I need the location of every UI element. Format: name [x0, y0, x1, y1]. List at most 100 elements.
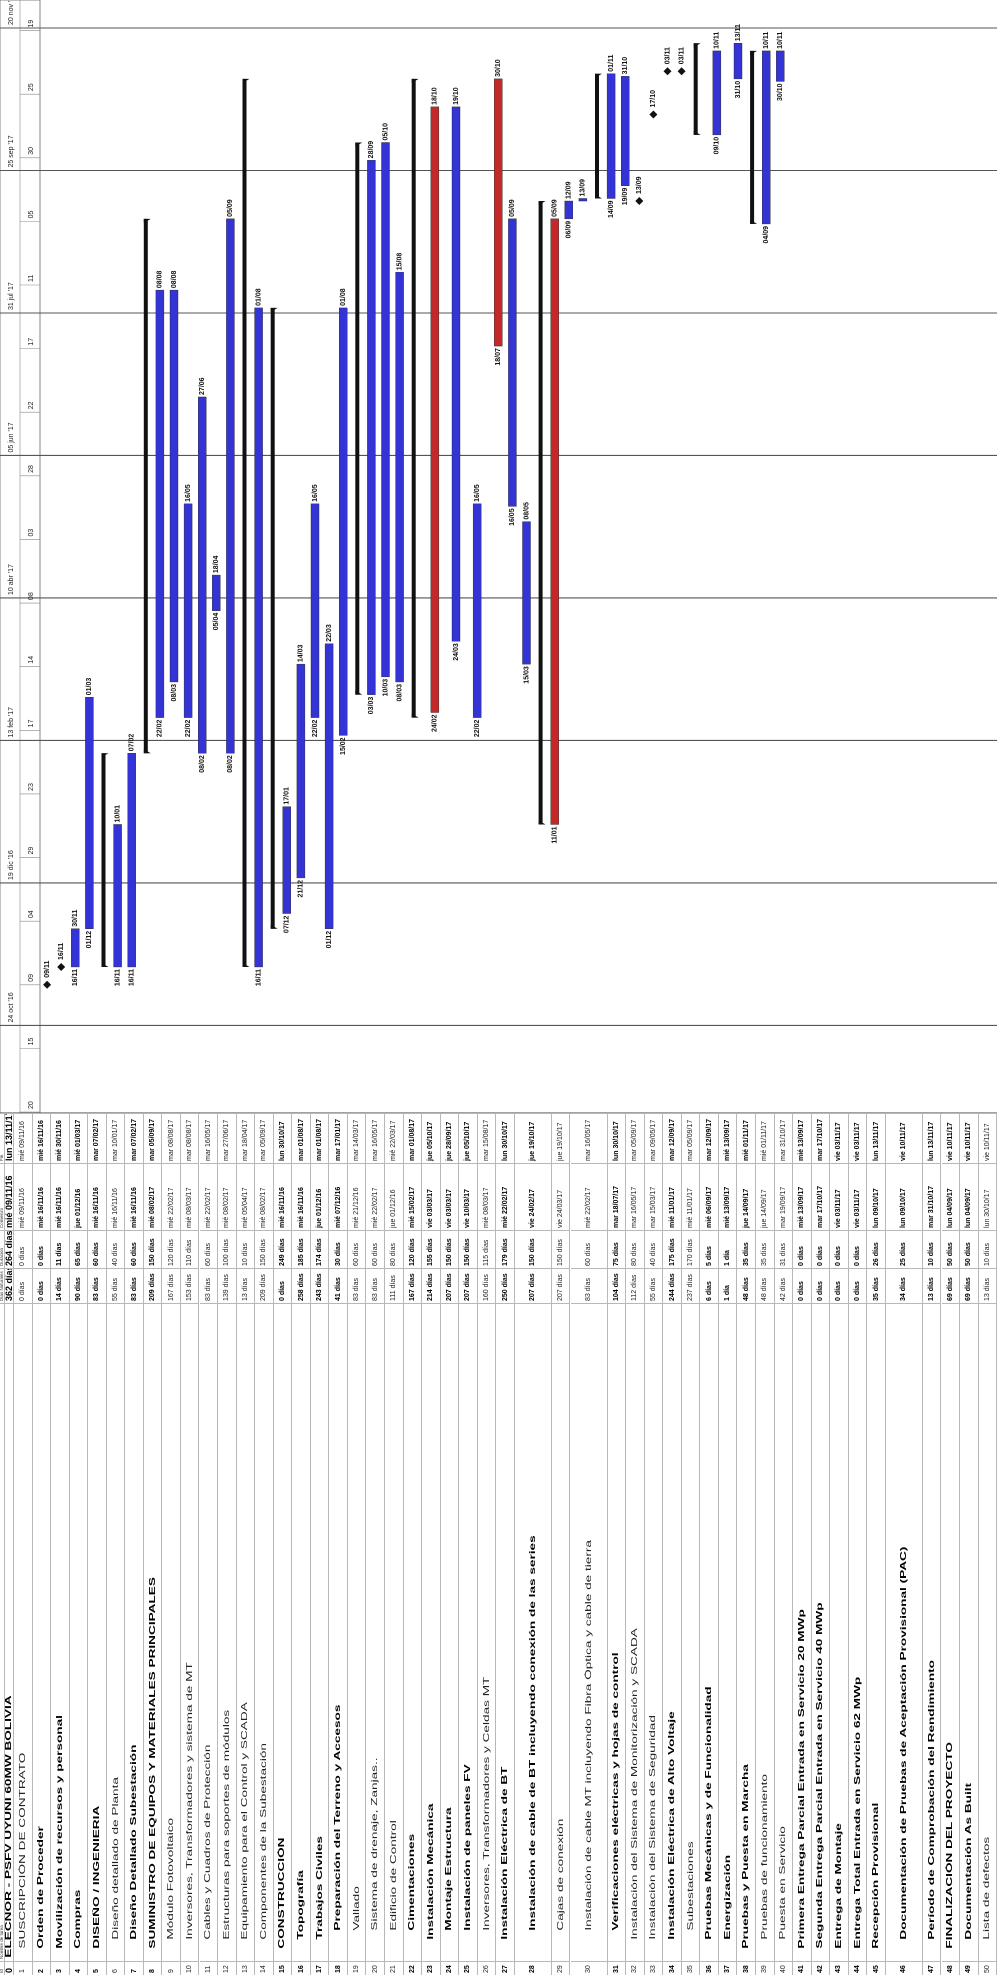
task-dias: 0 días [278, 1281, 286, 1301]
task-id: 8 [149, 1969, 157, 1973]
summary-cap [693, 43, 701, 48]
task-name: Cables y Cuadros de Protección [203, 1744, 213, 1940]
task-comienzo: jue 01/12/16 [74, 1188, 82, 1228]
task-duracion-cell: 35 días [756, 1230, 775, 1268]
task-name-cell: Subestaciones [681, 1303, 701, 1961]
task-fin: mié 09/11/16 [19, 1121, 27, 1161]
task-id: 11 [204, 1965, 212, 1973]
task-duracion-cell: 150 días [551, 1230, 571, 1268]
bar-start-label: 16/05 [509, 508, 516, 526]
task-duracion: 185 días [297, 1238, 305, 1266]
task-fin-cell: mar 05/09/17 [255, 1113, 274, 1163]
task-dias-cell: 104 días [607, 1268, 627, 1303]
task-comienzo: mié 15/02/17 [408, 1186, 416, 1228]
task-id: 4 [74, 1969, 82, 1973]
task-duracion-cell: 0 días [830, 1230, 849, 1268]
summary-cap [411, 713, 419, 718]
summary-bar [242, 78, 247, 967]
task-duracion-cell: 174 días [310, 1230, 330, 1268]
task-dias-cell: 207 días [440, 1268, 460, 1303]
task-id: 47 [928, 1965, 936, 1973]
task-comienzo: jue 14/09/17 [761, 1189, 769, 1228]
task-fin: mar 12/09/17 [668, 1118, 676, 1161]
task-dias-cell: 13 días [922, 1268, 942, 1303]
task-fin-cell: mar 16/05/17 [366, 1113, 385, 1163]
task-bar [183, 503, 193, 718]
task-dias-cell: 153 días [180, 1268, 200, 1303]
task-comienzo: mié 07/12/16 [334, 1186, 342, 1228]
task-dias: 6 días [705, 1281, 713, 1301]
task-comienzo-cell: vie 24/03/17 [551, 1163, 571, 1230]
bar-end-label: 16/11 [58, 943, 65, 960]
task-comienzo: mié 08/03/17 [483, 1187, 491, 1228]
task-id: 20 [371, 1965, 379, 1973]
task-name-cell: Diseño detallado de Planta [106, 1303, 126, 1961]
task-comienzo: lun 09/10/17 [872, 1188, 880, 1228]
task-name-cell: Primera Entrega Parcial Entrada en Servi… [793, 1303, 812, 1961]
task-fin: vie 10/11/17 [965, 1122, 973, 1161]
summary-bar [270, 307, 275, 929]
task-id: 48 [946, 1965, 954, 1973]
task-duracion: 10 días [928, 1242, 936, 1266]
task-name-cell: FINALIZACIÓN DEL PROYECTO [941, 1303, 961, 1961]
bar-end-label: 03/11 [664, 47, 671, 64]
task-name: Trabajos Civiles [314, 1836, 324, 1940]
task-comienzo: mié 13/09/17 [798, 1186, 806, 1228]
timescale-bottom-label: 04 [28, 910, 35, 918]
task-id: 1 [19, 1969, 27, 1973]
timescale-bottom-label: 23 [28, 783, 35, 791]
task-fin: mar 12/09/17 [705, 1118, 713, 1161]
timescale-top-label: 05 jun '17 [8, 422, 15, 452]
task-comienzo: mié 05/04/17 [241, 1187, 249, 1228]
task-name: Inversores, Transformadores y sistema de… [184, 1662, 194, 1940]
task-name: Pruebas y Puesta en Marcha [741, 1764, 751, 1949]
task-duracion: 155 días [427, 1238, 435, 1266]
task-dias-cell: 41 días [329, 1268, 348, 1303]
task-comienzo: mié 16/11/16 [93, 1187, 101, 1228]
task-dias: 48 días [761, 1278, 769, 1301]
task-name-cell: Montaje Estructura [440, 1303, 460, 1961]
task-fin: mié 01/11/17 [742, 1120, 750, 1161]
task-duracion-cell: 80 días [385, 1230, 404, 1268]
bar-start-label: 08/02 [199, 755, 206, 773]
task-name-cell: Instalación Eléctrica de Alto Voltaje [663, 1303, 682, 1961]
timescale-bottom-label: 14 [28, 656, 35, 664]
summary-cap [101, 753, 109, 758]
timescale-bottom-label: 05 [28, 210, 35, 218]
task-comienzo: jue 01/12/16 [316, 1188, 324, 1228]
task-fin: mié 13/09/17 [724, 1119, 732, 1161]
task-dias-cell: 243 días [310, 1268, 330, 1303]
task-name-cell: Lista de defectos [978, 1303, 997, 1961]
task-dias: 237 días [687, 1274, 695, 1301]
task-bar [578, 198, 588, 202]
summary-bar [693, 43, 698, 135]
bar-end-label: 17/01 [284, 787, 291, 805]
task-id: 39 [761, 1965, 769, 1973]
task-bar [381, 142, 390, 678]
task-dias-cell: 42 días [774, 1268, 794, 1303]
task-id-cell: 28 [514, 1961, 552, 1975]
task-bar [712, 50, 722, 136]
task-bar [282, 806, 291, 914]
task-duracion-cell: 10 días [236, 1230, 256, 1268]
task-duracion: 0 días [19, 1246, 27, 1266]
task-dias-cell: 35 días [867, 1268, 886, 1303]
task-dias-cell: 207 días [551, 1268, 571, 1303]
task-fin-cell: mar 07/02/17 [125, 1113, 144, 1163]
task-id: 27 [501, 1965, 509, 1973]
bar-start-label: 10/03 [382, 679, 389, 697]
task-id: 46 [900, 1965, 908, 1973]
bar-end-label: 05/09 [552, 199, 559, 217]
task-comienzo: mié 16/11/16 [297, 1187, 305, 1228]
task-duracion: 110 días [186, 1239, 194, 1266]
task-dias: 0 días [854, 1281, 862, 1301]
task-fin-cell: mar 27/06/17 [218, 1113, 237, 1163]
task-name: ELECNOR - PSFV UYUNI 60MW BOLIVIA [4, 1695, 13, 1958]
task-fin: mar 05/09/17 [260, 1119, 268, 1161]
task-comienzo-cell: mar 15/03/17 [644, 1163, 664, 1230]
task-id: 44 [854, 1965, 862, 1973]
task-name-cell: Topografía [292, 1303, 311, 1961]
task-duracion-cell: 60 días [570, 1230, 608, 1268]
bar-end-label: 13/09 [580, 179, 587, 197]
task-duracion: 175 días [668, 1238, 676, 1266]
